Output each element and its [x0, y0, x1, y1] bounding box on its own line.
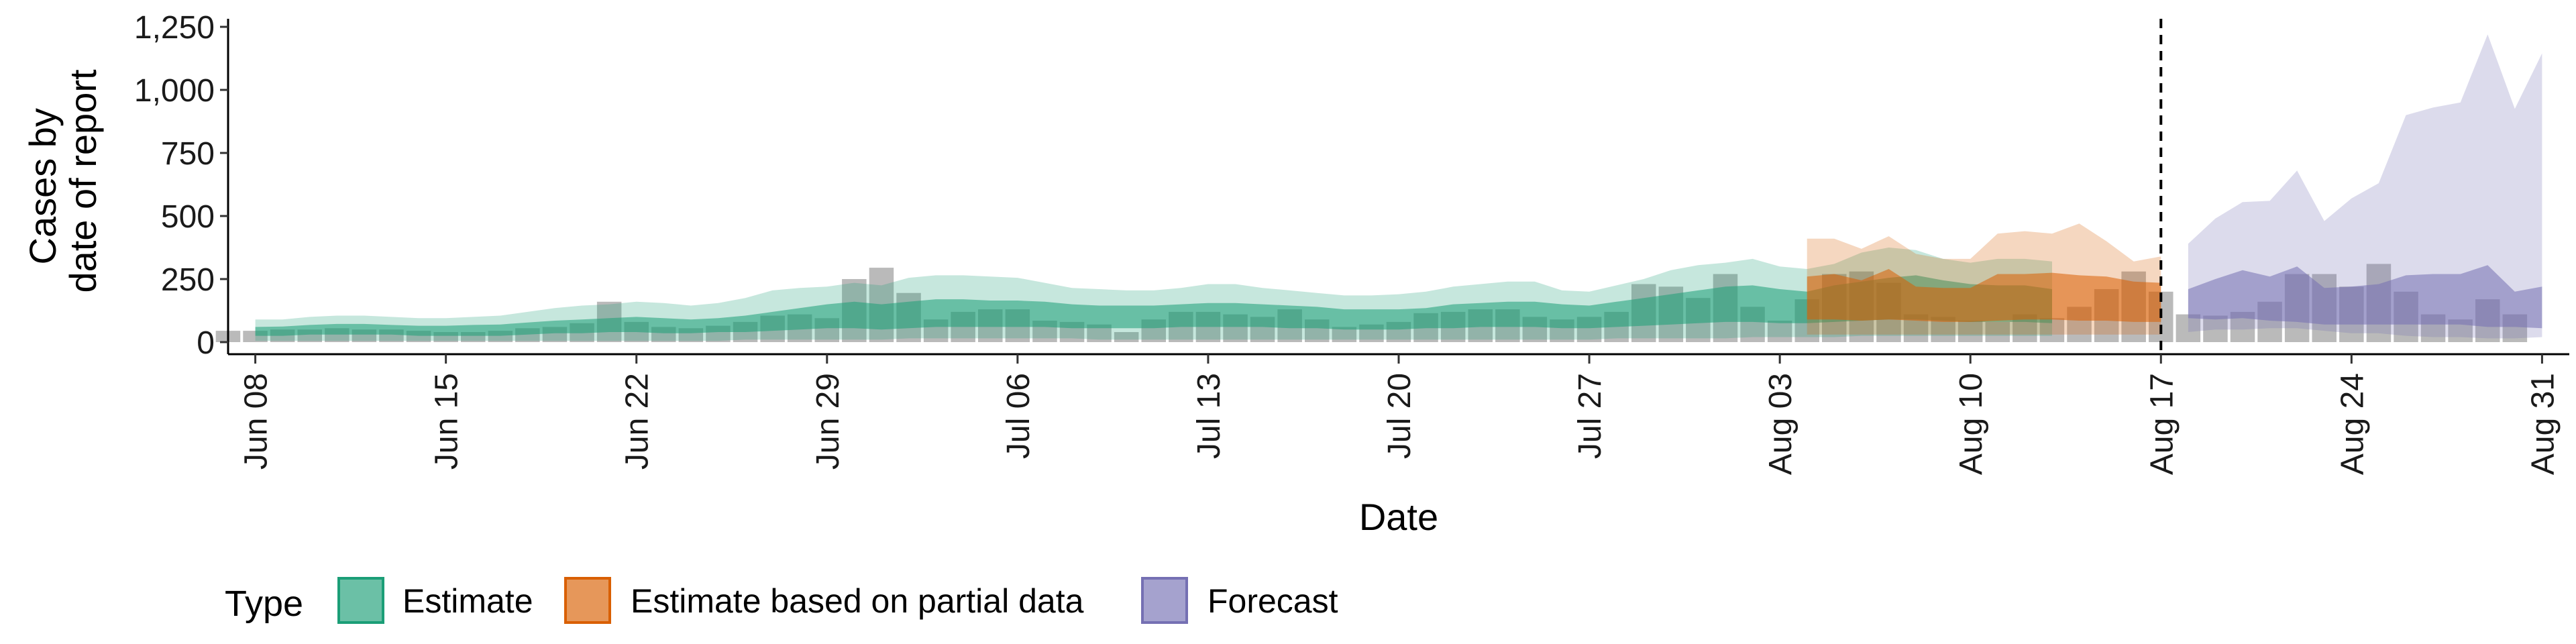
observed-bar	[1114, 332, 1139, 342]
y-axis-title: Cases by date of report	[21, 69, 104, 293]
observed-bar	[1332, 327, 1357, 342]
legend-label-partial-estimate: Estimate based on partial data	[631, 582, 1084, 620]
legend-label-forecast: Forecast	[1208, 582, 1338, 620]
ribbon-outer-2	[2188, 34, 2542, 339]
observed-bar	[1957, 321, 1983, 342]
x-tick-label: Aug 10	[1953, 373, 1989, 475]
x-tick-label: Aug 17	[2144, 373, 2180, 475]
legend-label-estimate: Estimate	[402, 582, 533, 620]
x-axis-ticks: Jun 08 Jun 15 Jun 22 Jun 29 Jul 06 Jul 13 Jul …	[239, 354, 2561, 475]
legend-key-estimate	[337, 577, 384, 624]
ribbon-inner-2	[2188, 265, 2542, 329]
x-tick-label: Jun 29	[810, 373, 846, 470]
y-tick-label: 1,000	[134, 73, 215, 109]
legend-key-partial-estimate	[564, 577, 611, 624]
legend-title: Type	[225, 584, 303, 624]
y-tick-label: 0	[197, 325, 215, 361]
observed-bar	[1767, 321, 1792, 342]
x-tick-label: Jul 27	[1572, 373, 1608, 459]
y-tick-label: 500	[161, 199, 215, 235]
observed-bar	[2203, 315, 2228, 342]
y-axis-title-line-1: Cases by	[21, 108, 64, 264]
observed-bar	[2176, 314, 2201, 342]
legend-key-forecast	[1141, 577, 1188, 624]
estimate-ribbons	[255, 34, 2542, 341]
ribbon-inner-1	[1807, 269, 2161, 322]
x-tick-label: Jun 08	[239, 373, 274, 470]
y-axis-ticks: 0 250 500 750 1,000 1,250	[134, 10, 228, 361]
y-tick-label: 750	[161, 136, 215, 172]
x-tick-label: Aug 31	[2525, 373, 2561, 475]
y-tick-label: 1,250	[134, 10, 215, 46]
x-tick-label: Jul 06	[1001, 373, 1036, 459]
legend: Type Estimate Estimate based on partial …	[225, 577, 1338, 624]
x-tick-label: Jun 15	[429, 373, 465, 470]
y-axis-title-line-2: date of report	[62, 69, 104, 293]
observed-bar	[1985, 321, 2010, 342]
ribbon-inner-0	[255, 275, 2052, 336]
y-tick-label: 250	[161, 262, 215, 298]
x-tick-label: Aug 03	[1763, 373, 1799, 475]
x-tick-label: Aug 24	[2334, 373, 2370, 475]
x-tick-label: Jul 13	[1191, 373, 1227, 459]
x-tick-label: Jun 22	[620, 373, 655, 470]
x-axis-title: Date	[1359, 496, 1438, 538]
x-tick-label: Jul 20	[1382, 373, 1417, 459]
